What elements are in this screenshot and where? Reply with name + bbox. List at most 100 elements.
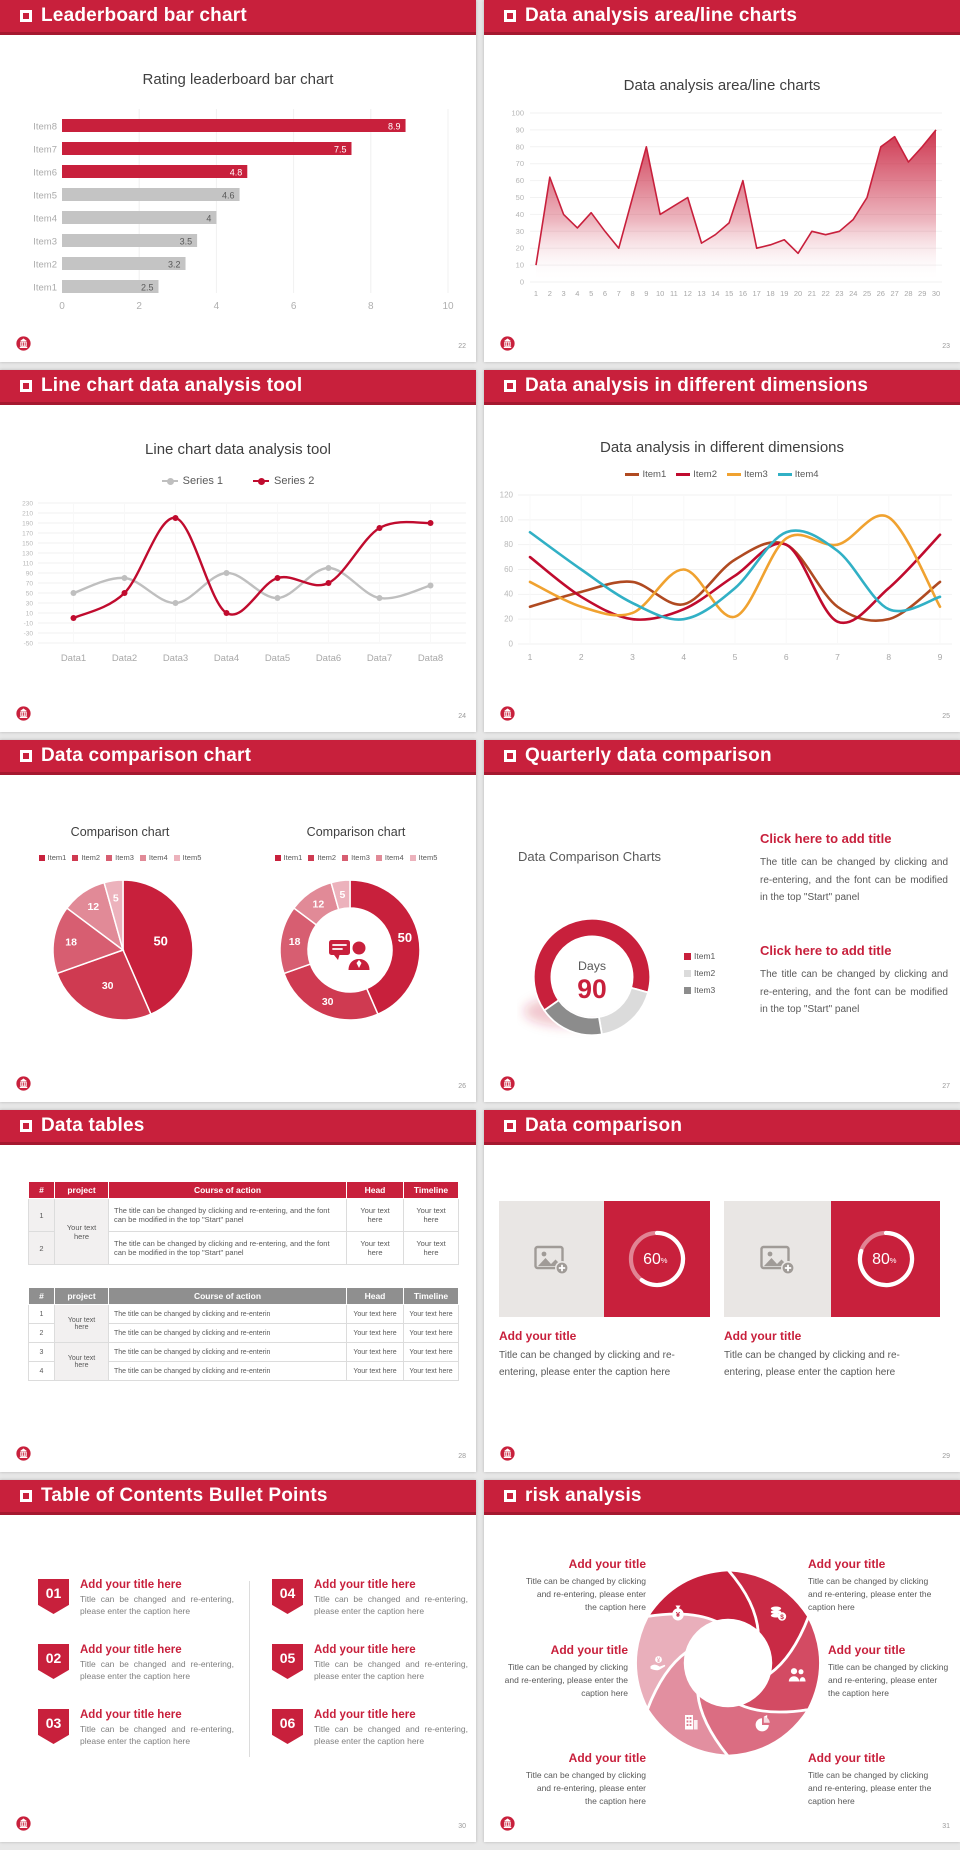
- svg-text:21: 21: [808, 289, 816, 298]
- leaderboard-bar-chart: 0 2 4 6 8 10 Item1 2.5 Item2 3.2 Item3 3.5 Item4 4 Ite…: [33, 109, 454, 312]
- svg-text:9: 9: [644, 289, 648, 298]
- risk-caption: Title can be changed by clicking and re-…: [808, 1770, 932, 1806]
- block-title: Click here to add title: [760, 943, 892, 958]
- svg-text:60%: 60%: [643, 1251, 668, 1268]
- svg-text:4.6: 4.6: [222, 191, 235, 201]
- svg-text:2.5: 2.5: [141, 283, 154, 293]
- businessman-icon: [328, 936, 372, 972]
- svg-text:11: 11: [670, 289, 678, 298]
- series2-marker-icon: [253, 477, 269, 485]
- card-title: Add your title: [499, 1329, 577, 1343]
- col-header: #: [28, 1287, 55, 1305]
- page-number: 29: [942, 1453, 950, 1460]
- slide-area-line-charts[interactable]: Data analysis area/line charts Data anal…: [484, 0, 960, 362]
- chart-legend: Item1 Item2 Item3: [684, 951, 715, 1002]
- svg-text:1: 1: [534, 289, 538, 298]
- svg-text:80: 80: [504, 540, 513, 549]
- image-placeholder-icon: [534, 1243, 570, 1275]
- svg-text:30: 30: [516, 227, 524, 236]
- toc-title: Add your title here: [80, 1709, 182, 1721]
- brand-logo-icon: [500, 1446, 515, 1461]
- slide-data-tables[interactable]: Data tables # project Course of action H…: [0, 1110, 476, 1472]
- header-square-icon: [20, 750, 32, 762]
- slide-line-chart-tool[interactable]: Line chart data analysis tool Line chart…: [0, 370, 476, 732]
- table-row: 4 The title can be changed by clicking a…: [28, 1361, 459, 1381]
- brand-logo-icon: [16, 336, 31, 351]
- money-bag-icon: [668, 1603, 688, 1623]
- svg-text:0: 0: [509, 639, 514, 648]
- text-block: Click here to add title The title can be…: [760, 831, 948, 907]
- toc-caption: Title can be changed and re-entering, pl…: [314, 1594, 468, 1616]
- svg-text:80%: 80%: [872, 1251, 897, 1268]
- slide-title: Data analysis in different dimensions: [525, 375, 869, 396]
- slide-title: Data analysis area/line charts: [525, 5, 798, 26]
- toc-title: Add your title here: [314, 1579, 416, 1591]
- cell-timeline: Your text here: [403, 1361, 459, 1381]
- slide-leaderboard-bar-chart[interactable]: Leaderboard bar chart Rating leaderboard…: [0, 0, 476, 362]
- svg-text:8: 8: [630, 289, 634, 298]
- svg-text:50: 50: [398, 930, 412, 945]
- svg-text:10: 10: [442, 301, 454, 312]
- svg-text:3: 3: [562, 289, 566, 298]
- svg-text:12: 12: [87, 901, 99, 913]
- page-number: 28: [458, 1453, 466, 1460]
- svg-text:5: 5: [339, 889, 345, 901]
- legend-item: Item3: [106, 853, 134, 862]
- slide-header: Data analysis in different dimensions: [484, 370, 960, 405]
- card-caption: Title can be changed by clicking and re-…: [499, 1350, 675, 1378]
- brand-logo-icon: [16, 1816, 31, 1831]
- slide-toc-bullet-points[interactable]: Table of Contents Bullet Points 01 Add y…: [0, 1480, 476, 1842]
- legend-item: Item4: [139, 853, 168, 862]
- svg-text:90: 90: [516, 125, 524, 134]
- data-table-gray: # project Course of action Head Timeline…: [28, 1287, 459, 1381]
- legend-item: Item1: [38, 853, 66, 862]
- page-number: 24: [458, 713, 466, 720]
- svg-text:15: 15: [725, 289, 733, 298]
- svg-text:70: 70: [26, 580, 34, 587]
- svg-text:8.9: 8.9: [388, 122, 401, 132]
- toc-caption: Title can be changed and re-entering, pl…: [314, 1724, 468, 1746]
- toc-item: 02 Add your title here Title can be chan…: [38, 1644, 234, 1682]
- slide-header: Data comparison: [484, 1110, 960, 1145]
- chart-legend: Item1 Item2 Item3 Item4 Item5: [2, 853, 238, 862]
- svg-text:12: 12: [684, 289, 692, 298]
- col-header: Head: [346, 1181, 404, 1199]
- legend-item: Series 1: [161, 475, 223, 487]
- slide-header: Leaderboard bar chart: [0, 0, 476, 35]
- svg-text:50: 50: [153, 934, 167, 949]
- divider: [249, 1581, 250, 1757]
- cell-action: The title can be changed by clicking and…: [108, 1198, 347, 1232]
- slide-data-comparison-cards[interactable]: Data comparison 60% 80% Add your title T…: [484, 1110, 960, 1472]
- toc-number-badge: 03: [38, 1709, 69, 1744]
- svg-text:Data2: Data2: [112, 653, 137, 664]
- slide-data-comparison-chart[interactable]: Data comparison chart Comparison chart I…: [0, 740, 476, 1102]
- progress-panel: 60%: [604, 1201, 710, 1317]
- brand-logo-icon: [500, 1816, 515, 1831]
- svg-text:90: 90: [26, 570, 34, 577]
- legend-item: Item3: [684, 985, 715, 995]
- toc-item: 05 Add your title here Title can be chan…: [272, 1644, 468, 1682]
- svg-text:Data7: Data7: [367, 653, 392, 664]
- slide-dimensions-line-chart[interactable]: Data analysis in different dimensions Da…: [484, 370, 960, 732]
- donut-panel: Comparison chart Item1 Item2 Item3 Item4…: [238, 775, 474, 1099]
- cell-num: 3: [28, 1342, 55, 1362]
- svg-text:120: 120: [500, 490, 514, 499]
- cell-head: Your text here: [346, 1231, 404, 1265]
- svg-text:28: 28: [904, 289, 912, 298]
- slide-header: Line chart data analysis tool: [0, 370, 476, 405]
- cell-num: 1: [28, 1304, 55, 1324]
- table-header-row: # project Course of action Head Timeline: [28, 1181, 459, 1199]
- legend-item: Item4: [777, 469, 819, 480]
- slide-risk-analysis[interactable]: risk analysis Add your title Title can b…: [484, 1480, 960, 1842]
- svg-text:90: 90: [577, 974, 606, 1004]
- cell-head: Your text here: [346, 1198, 404, 1232]
- svg-text:4: 4: [214, 301, 220, 312]
- page-number: 27: [942, 1083, 950, 1090]
- svg-text:230: 230: [22, 500, 33, 507]
- legend-item: Item5: [409, 853, 437, 862]
- slide-quarterly-comparison[interactable]: Quarterly data comparison Data Compariso…: [484, 740, 960, 1102]
- hand-coins-icon: [648, 1653, 668, 1673]
- svg-text:29: 29: [918, 289, 926, 298]
- cell-project: Your text here: [54, 1304, 109, 1343]
